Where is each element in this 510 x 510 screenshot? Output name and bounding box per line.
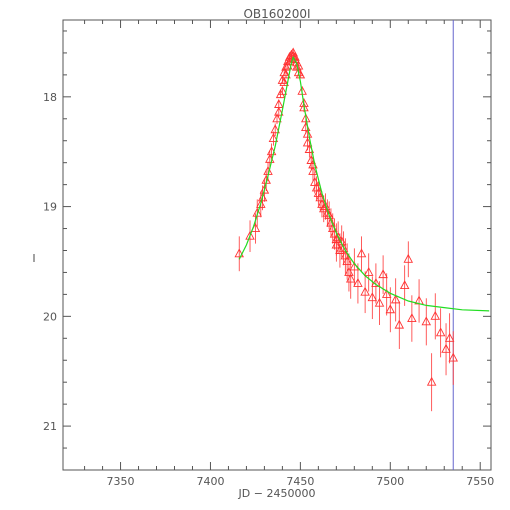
- data-point: [444, 332, 455, 342]
- x-tick-label: 7400: [196, 475, 224, 488]
- data-point: [394, 319, 405, 329]
- data-point: [448, 352, 458, 362]
- x-tick-label: 7500: [376, 475, 404, 488]
- x-axis: 7350 7400 7450 7500 7550: [84, 20, 494, 488]
- data-point: [403, 253, 414, 263]
- data-point: [299, 102, 309, 112]
- data-point: [353, 277, 363, 287]
- data-point: [281, 69, 291, 79]
- data-point: [374, 297, 385, 307]
- data-point: [435, 327, 446, 337]
- data-point: [367, 292, 378, 302]
- data-point: [430, 310, 441, 320]
- data-point: [245, 230, 255, 240]
- data-point: [274, 99, 284, 108]
- y-axis-label: I: [32, 252, 35, 265]
- x-tick-label: 7550: [466, 475, 494, 488]
- data-point: [234, 248, 244, 258]
- data-point: [279, 77, 289, 87]
- x-tick-label: 7450: [286, 475, 314, 488]
- data-points-group: [234, 47, 458, 412]
- data-point: [268, 133, 279, 142]
- x-tick-label: 7350: [107, 475, 135, 488]
- data-point: [421, 316, 432, 326]
- data-point: [390, 294, 401, 304]
- model-curve-group: [238, 55, 490, 312]
- data-point: [426, 376, 437, 386]
- y-tick-label: 18: [43, 91, 57, 104]
- model-curve: [238, 55, 490, 312]
- data-point: [385, 304, 396, 314]
- data-point: [378, 269, 388, 279]
- plot-frame: [62, 19, 492, 471]
- y-axis: 18 19 20 21: [43, 30, 491, 449]
- data-point: [356, 248, 367, 258]
- y-tick-label: 19: [43, 201, 57, 214]
- data-point: [360, 286, 370, 296]
- data-point: [407, 313, 417, 322]
- data-point: [270, 124, 280, 134]
- data-point: [345, 273, 356, 283]
- data-point: [283, 60, 293, 70]
- data-point: [272, 113, 282, 123]
- x-axis-label: JD − 2450000: [238, 487, 316, 500]
- data-point: [399, 280, 410, 290]
- data-point: [277, 85, 288, 95]
- y-tick-label: 20: [43, 310, 57, 323]
- y-tick-label: 21: [43, 420, 57, 433]
- data-point: [363, 266, 374, 276]
- data-point: [308, 166, 318, 175]
- data-point: [381, 288, 392, 298]
- chart-title: OB160200I: [243, 7, 310, 21]
- data-point: [274, 106, 284, 116]
- data-point: [441, 343, 451, 353]
